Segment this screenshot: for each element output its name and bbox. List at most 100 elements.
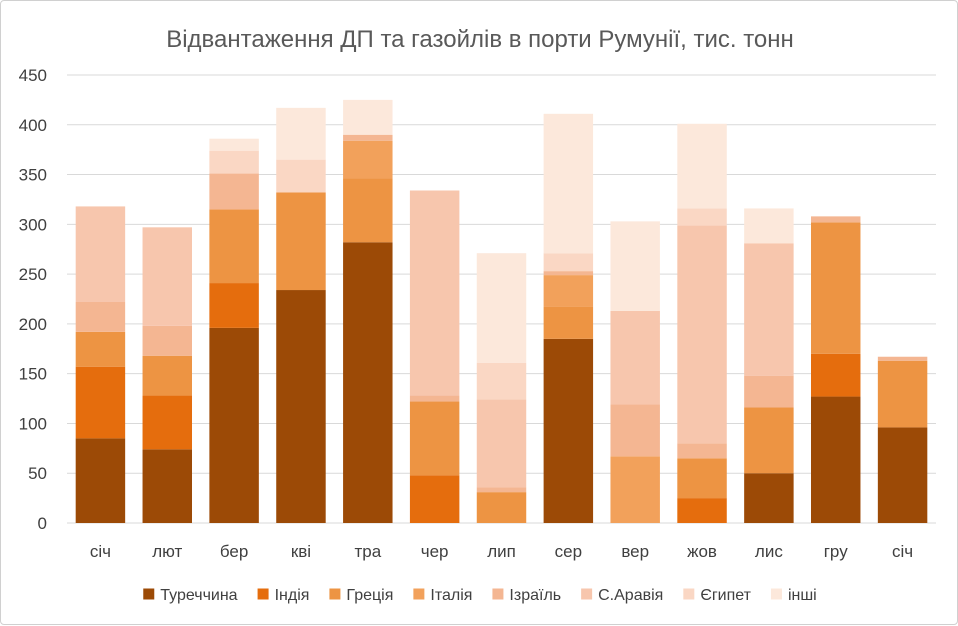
x-tick-label: бер (220, 542, 248, 561)
x-tick-label: тра (354, 542, 381, 561)
bar-segment (610, 404, 660, 457)
bar-segment (209, 173, 259, 210)
legend-label: Ізраїль (509, 587, 561, 604)
y-tick-label: 250 (19, 265, 47, 284)
legend-label: Греція (346, 587, 393, 604)
legend-swatch (257, 588, 269, 600)
legend-swatch (683, 588, 695, 600)
legend-swatch (143, 588, 155, 600)
bar-segment (877, 356, 928, 361)
bar-segment (142, 395, 193, 450)
bar-segment (677, 458, 727, 499)
bar-segment (810, 222, 861, 354)
legend-swatch (581, 588, 593, 600)
bar-segment (810, 216, 861, 223)
bar-segment (209, 150, 259, 174)
bar-segment (142, 325, 193, 356)
bar-segment (744, 208, 794, 244)
bar-segment (409, 395, 460, 402)
bar-segment (877, 360, 928, 428)
bar-segment (744, 473, 794, 523)
bar-segment (142, 355, 193, 396)
x-tick-label: чер (421, 542, 449, 561)
x-axis-tick-labels: січ лют бер кві тра чер лип сер вер жов лис гру січ (90, 542, 913, 561)
bar-segment (543, 253, 594, 272)
x-tick-label: січ (90, 542, 111, 561)
bar-segment (142, 449, 193, 523)
bar-segment (343, 242, 393, 523)
bar-segment (610, 456, 660, 523)
bar-segment (543, 113, 594, 254)
bar-segment (677, 498, 727, 523)
bar-segment (610, 310, 660, 405)
bar-segment (610, 221, 660, 311)
bar-segment (476, 253, 527, 363)
legend-label: Єгипет (700, 587, 751, 604)
bar-segment (75, 331, 126, 367)
bar-segment (142, 227, 193, 326)
legend-label: Туреччина (160, 587, 237, 604)
bar-segment (677, 443, 727, 459)
legend-label: інші (788, 587, 817, 604)
bar-segment (409, 190, 460, 396)
bars (75, 99, 928, 523)
x-tick-label: січ (892, 542, 913, 561)
bar-segment (476, 487, 527, 493)
x-tick-label: сер (555, 542, 582, 561)
bar-segment (810, 396, 861, 523)
legend-label: Італія (430, 587, 472, 604)
y-tick-label: 50 (28, 464, 47, 483)
x-tick-label: лют (152, 542, 182, 561)
bar-segment (744, 375, 794, 408)
bar-segment (744, 407, 794, 474)
x-tick-label: гру (824, 542, 848, 561)
x-tick-label: жов (687, 542, 717, 561)
legend-swatch (770, 588, 782, 600)
bar-segment (209, 209, 259, 284)
chart-title: Відвантаження ДП та газойлів в порти Рум… (166, 26, 794, 53)
bar-segment (75, 366, 126, 439)
legend-label: С.Аравія (598, 587, 663, 604)
legend-swatch (329, 588, 341, 600)
bar-segment (209, 283, 259, 328)
y-tick-label: 100 (19, 414, 47, 433)
bar-segment (476, 362, 527, 400)
bar-segment (677, 208, 727, 226)
bar-segment (276, 192, 326, 291)
bar-segment (276, 107, 326, 160)
y-tick-label: 300 (19, 215, 47, 234)
y-tick-label: 200 (19, 315, 47, 334)
y-tick-label: 400 (19, 116, 47, 135)
bar-segment (343, 178, 393, 243)
bar-segment (476, 399, 527, 488)
y-tick-label: 350 (19, 166, 47, 185)
legend-label: Індія (275, 587, 310, 604)
bar-segment (276, 159, 326, 193)
bar-segment (209, 138, 259, 151)
bar-segment (476, 492, 527, 523)
legend: Туреччина Індія Греція Італія Ізраїль С.Араві… (143, 587, 817, 604)
bar-segment (276, 290, 326, 523)
bar-segment (75, 206, 126, 302)
y-tick-label: 450 (19, 66, 47, 85)
bar-segment (343, 99, 393, 135)
x-tick-label: вер (621, 542, 649, 561)
bar-segment (543, 306, 594, 339)
bar-segment (744, 243, 794, 376)
x-tick-label: кві (291, 542, 311, 561)
bar-segment (543, 275, 594, 307)
bar-segment (543, 338, 594, 523)
x-tick-label: лис (755, 542, 783, 561)
bar-segment (677, 225, 727, 444)
bar-segment (343, 140, 393, 179)
legend-swatch (413, 588, 425, 600)
legend-swatch (492, 588, 504, 600)
bar-segment (75, 301, 126, 332)
bar-segment (677, 123, 727, 209)
bar-segment (409, 475, 460, 523)
bar-segment (343, 134, 393, 141)
y-tick-label: 0 (38, 514, 47, 533)
y-tick-label: 150 (19, 365, 47, 384)
bar-segment (543, 271, 594, 276)
